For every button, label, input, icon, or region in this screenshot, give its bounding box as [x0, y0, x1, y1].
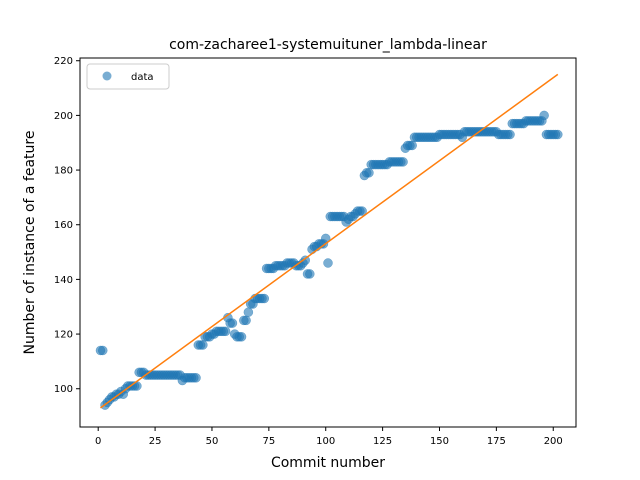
axes-layer: 0 25 50 75 100 125 150 175 200 100 120 140 160 180 200…: [54, 56, 563, 447]
data-point: [198, 340, 208, 350]
data-point: [364, 168, 374, 178]
data-point: [243, 307, 254, 317]
data-point: [407, 140, 417, 151]
plot-frame: [79, 57, 577, 428]
data-point: [191, 373, 201, 383]
data-point: [98, 345, 108, 356]
legend-label-data: data: [131, 72, 154, 83]
data-point: [357, 206, 367, 216]
legend-box: [86, 63, 170, 90]
x-tick-label: 125: [373, 436, 392, 447]
linear-fit-line: [100, 73, 559, 409]
legend: data: [86, 63, 170, 90]
data-point: [241, 315, 251, 326]
data-point: [323, 258, 333, 268]
x-tick-label: 200: [544, 436, 563, 447]
series-layer: [95, 73, 563, 410]
y-axis-label: Number of instance of a feature: [22, 131, 38, 355]
chart-title: com-zacharee1-systemuituner_lambda-linea…: [169, 37, 487, 53]
y-tick-label: 100: [54, 384, 73, 395]
x-tick-label: 0: [95, 436, 101, 447]
y-tick-label: 160: [54, 220, 73, 231]
x-tick-label: 75: [262, 436, 275, 447]
data-point: [539, 110, 549, 121]
data-point: [305, 269, 315, 279]
x-tick-label: 175: [487, 436, 506, 447]
data-point: [220, 326, 231, 337]
x-axis-label: Commit number: [271, 455, 385, 471]
y-tick-label: 140: [54, 275, 73, 286]
legend-marker-data: [102, 71, 112, 81]
x-tick-label: 50: [206, 436, 219, 447]
x-tick-label: 25: [149, 436, 162, 447]
y-tick-label: 220: [54, 56, 73, 67]
data-point: [553, 129, 563, 140]
data-point: [236, 332, 247, 342]
x-tick-label: 100: [316, 436, 335, 447]
y-tick-label: 180: [54, 166, 73, 177]
data-point: [505, 129, 515, 140]
y-tick-label: 120: [54, 330, 73, 341]
y-tick-label: 200: [54, 111, 73, 122]
data-point: [398, 157, 408, 167]
x-tick-label: 150: [430, 436, 449, 447]
data-point: [227, 318, 238, 328]
data-point: [300, 255, 310, 266]
data-point: [259, 293, 270, 304]
